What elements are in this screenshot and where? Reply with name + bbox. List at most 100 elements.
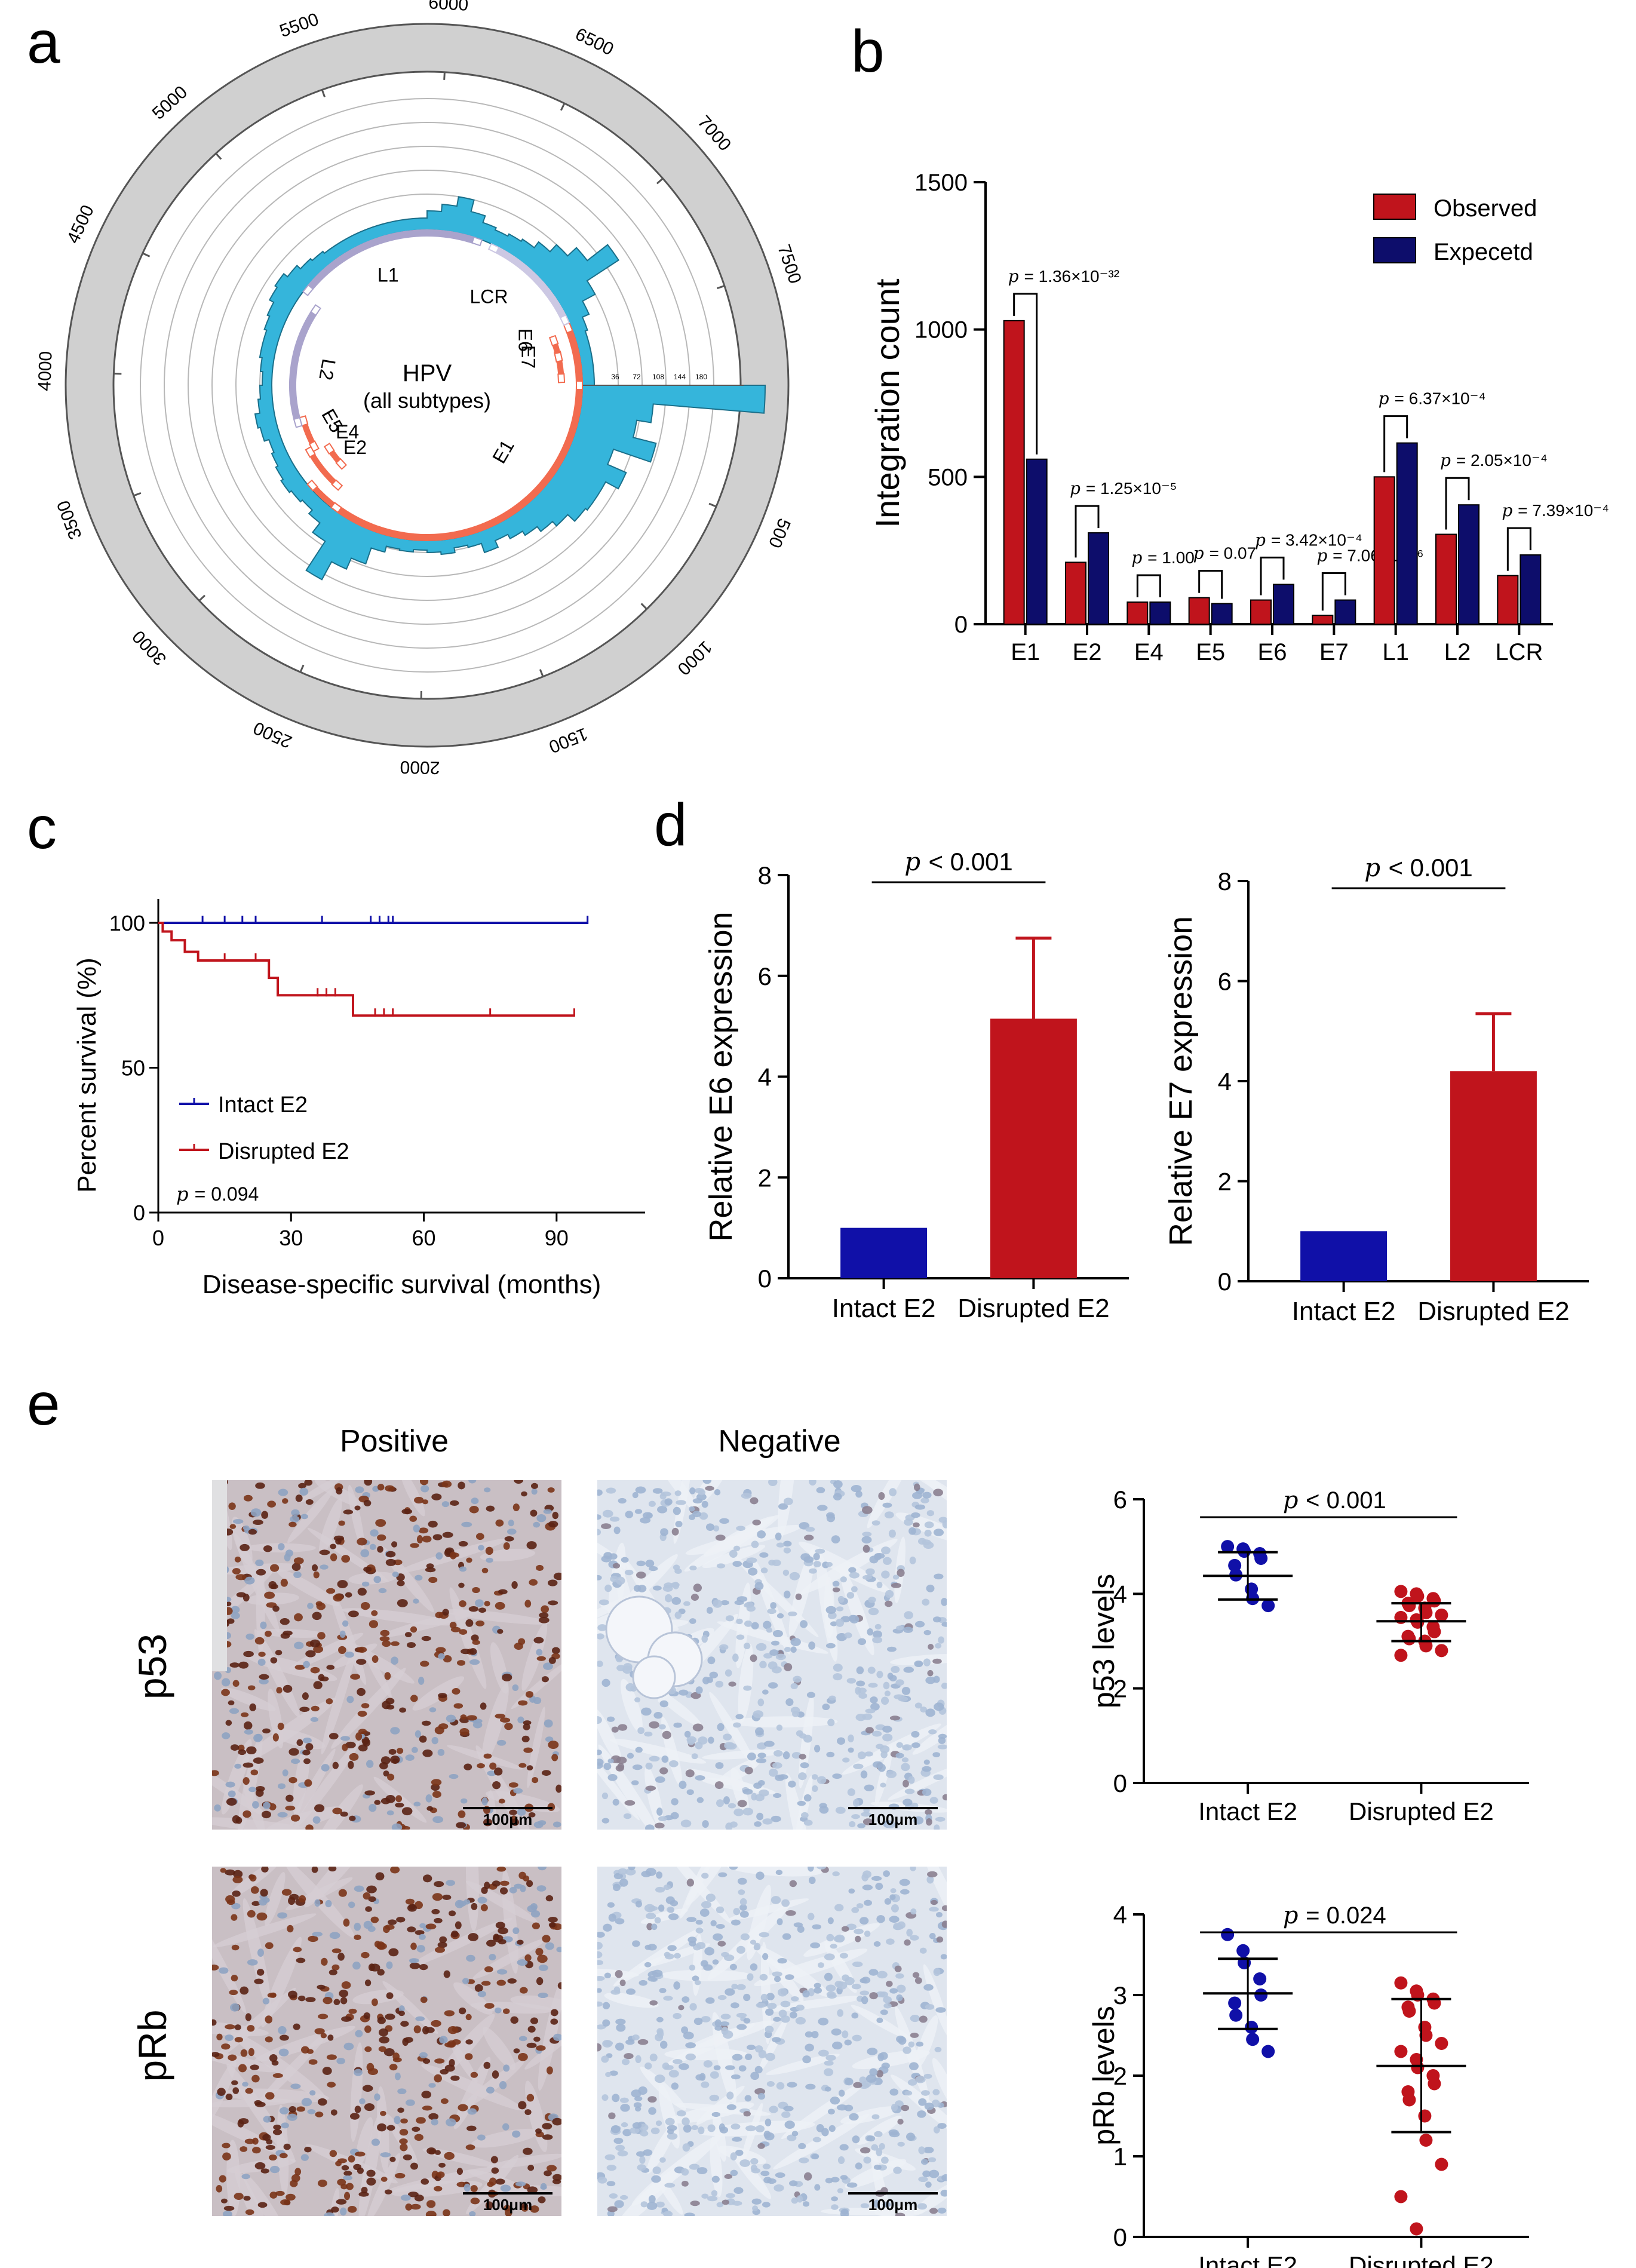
p-value-text: = 2.05×10⁻⁴ bbox=[1456, 451, 1548, 469]
nucleus bbox=[855, 1490, 862, 1498]
nucleus bbox=[461, 1649, 471, 1655]
gene-arc-lcr-end-1 bbox=[559, 314, 570, 326]
nucleus bbox=[513, 1788, 523, 1794]
nucleus bbox=[394, 2072, 401, 2080]
nucleus bbox=[329, 1932, 340, 1939]
nucleus bbox=[723, 1954, 735, 1962]
nucleus bbox=[862, 1506, 873, 1514]
nucleus bbox=[618, 1724, 628, 1731]
nucleus bbox=[913, 1816, 924, 1825]
nucleus bbox=[261, 1867, 269, 1873]
nucleus bbox=[432, 1791, 441, 1799]
nucleus bbox=[214, 1671, 222, 1680]
nucleus bbox=[862, 1870, 871, 1879]
nucleus bbox=[380, 2152, 391, 2157]
nucleus bbox=[420, 1485, 429, 1493]
nucleus bbox=[597, 1941, 603, 1950]
nucleus bbox=[932, 1752, 941, 1757]
nucleus bbox=[375, 1519, 386, 1527]
nucleus bbox=[730, 2074, 741, 2080]
nucleus bbox=[925, 2181, 932, 2188]
nucleus bbox=[637, 2164, 646, 2171]
nucleus bbox=[428, 2113, 439, 2120]
nucleus bbox=[288, 1521, 297, 1527]
nucleus bbox=[547, 1487, 555, 1493]
p-symbol: p bbox=[1283, 1902, 1306, 1929]
nucleus bbox=[756, 1643, 767, 1651]
nucleus bbox=[681, 2026, 689, 2034]
y-tick-label-4: 4 bbox=[758, 1063, 772, 1091]
stroma bbox=[483, 2027, 516, 2070]
nucleus bbox=[773, 1793, 782, 1799]
legend-label-expected: Expecetd bbox=[1434, 239, 1533, 265]
row-label-prb: pRb bbox=[130, 2009, 174, 2082]
nucleus bbox=[709, 2094, 720, 2101]
nucleus bbox=[701, 1901, 712, 1908]
nucleus bbox=[375, 1872, 385, 1881]
nucleus bbox=[933, 1529, 944, 1536]
nucleus bbox=[264, 1591, 275, 1599]
p-value-text: = 1.25×10⁻⁵ bbox=[1086, 479, 1177, 498]
nucleus bbox=[682, 2180, 689, 2187]
nucleus bbox=[746, 2045, 756, 2051]
outer-ring-border-outer bbox=[65, 23, 790, 748]
nucleus bbox=[477, 1991, 486, 1997]
nucleus bbox=[371, 1998, 378, 2006]
nucleus bbox=[656, 1871, 663, 1879]
nucleus bbox=[883, 1557, 892, 1565]
nucleus bbox=[270, 1564, 280, 1572]
nucleus bbox=[407, 1904, 418, 1912]
nucleus bbox=[504, 2205, 511, 2212]
legend-label-intact: Intact E2 bbox=[218, 1092, 308, 1118]
point-1-20 bbox=[1394, 2190, 1408, 2203]
nucleus bbox=[377, 2017, 386, 2024]
nucleus bbox=[520, 2203, 529, 2208]
nucleus bbox=[411, 1747, 418, 1753]
nucleus bbox=[656, 2030, 664, 2038]
nucleus bbox=[475, 1599, 484, 1607]
nucleus bbox=[903, 1799, 913, 1806]
stroma bbox=[867, 1480, 915, 1529]
nucleus bbox=[449, 1773, 459, 1779]
nucleus bbox=[851, 1586, 858, 1592]
nucleus bbox=[435, 1552, 443, 1560]
nucleus bbox=[337, 2178, 346, 2186]
nucleus bbox=[498, 1927, 508, 1935]
nucleus bbox=[434, 2186, 443, 2192]
nucleus bbox=[899, 1879, 910, 1886]
nucleus bbox=[750, 2165, 758, 2172]
nucleus bbox=[694, 1979, 701, 1985]
nucleus bbox=[312, 1932, 323, 1937]
nucleus bbox=[834, 1934, 845, 1943]
nucleus bbox=[553, 1572, 561, 1580]
nucleus bbox=[634, 1697, 641, 1703]
nucleus bbox=[518, 1763, 527, 1768]
nucleus bbox=[648, 2107, 656, 2115]
nucleus bbox=[888, 1529, 896, 1538]
nucleus bbox=[243, 2196, 251, 2201]
stroma bbox=[702, 1749, 785, 1760]
genome-tick-label-6000: 6000 bbox=[428, 0, 469, 15]
nucleus bbox=[352, 1962, 361, 1970]
stroma bbox=[598, 1744, 664, 1830]
nucleus bbox=[298, 1995, 306, 2002]
nucleus bbox=[891, 1904, 899, 1913]
nucleus bbox=[603, 1923, 612, 1932]
nucleus bbox=[418, 1527, 429, 1534]
nucleus bbox=[733, 1908, 741, 1916]
nucleus bbox=[840, 1576, 847, 1583]
nucleus bbox=[771, 1896, 781, 1904]
nucleus bbox=[876, 1991, 886, 1997]
nucleus bbox=[909, 2062, 919, 2071]
nucleus bbox=[471, 1497, 479, 1505]
nucleus bbox=[686, 1879, 694, 1887]
nucleus bbox=[709, 1671, 719, 1678]
nucleus bbox=[489, 1762, 497, 1770]
nucleus bbox=[500, 1887, 508, 1895]
nucleus bbox=[654, 2074, 665, 2083]
nucleus bbox=[658, 1904, 665, 1912]
nucleus bbox=[322, 2067, 332, 2075]
stroma bbox=[321, 1647, 357, 1755]
nucleus bbox=[302, 1750, 311, 1756]
p-value-E2: p = 1.25×10⁻⁵ bbox=[1070, 478, 1177, 498]
